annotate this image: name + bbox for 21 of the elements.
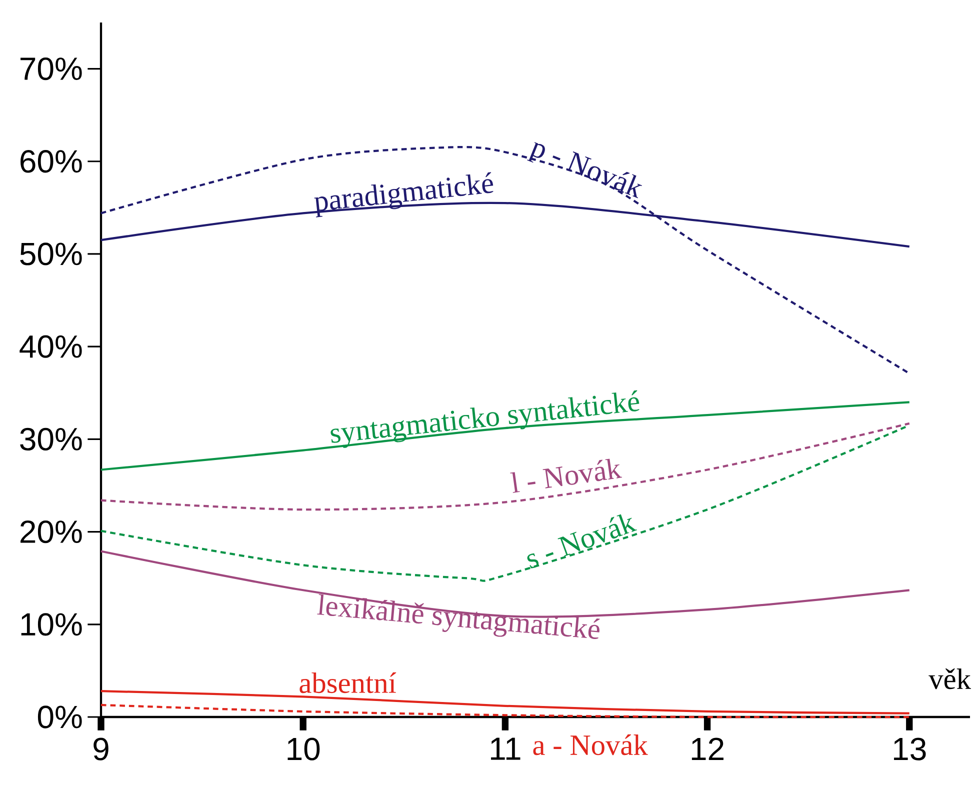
x-tick-label: 12	[692, 738, 724, 760]
y-tick-label: 50%	[20, 242, 82, 266]
x-tick-label: 10	[288, 738, 320, 760]
text: paradigmatické	[314, 172, 494, 218]
series-label: a - Novák	[533, 734, 648, 756]
y-tick-label: 40%	[20, 335, 82, 358]
x-tick-label: 13	[894, 738, 926, 760]
y-tick-label: 70%	[20, 57, 82, 80]
text: l - Novák	[510, 458, 622, 493]
series-label: absentní	[300, 672, 396, 694]
series-label: lexikálně syntagmatické	[317, 594, 600, 639]
text: p - Novák	[527, 142, 642, 198]
x-axis-title: věk	[928, 668, 971, 690]
x-tick-label: 11	[491, 738, 520, 760]
y-tick-label: 60%	[20, 150, 82, 173]
text: syntagmaticko syntaktické	[330, 390, 640, 448]
y-tick-label: 30%	[20, 428, 82, 451]
x-tick-label: 9	[94, 738, 108, 760]
y-tick-label: 20%	[20, 520, 82, 544]
y-tick-label: 10%	[21, 613, 82, 636]
y-tick-label: 0%	[38, 706, 82, 728]
